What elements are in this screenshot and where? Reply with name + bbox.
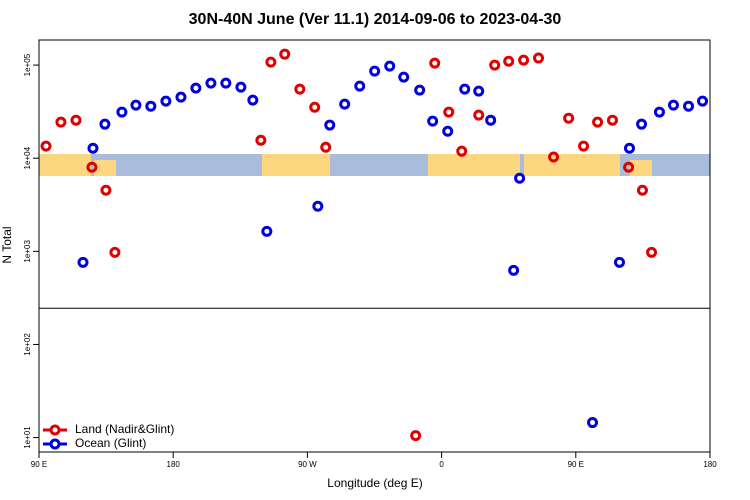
point [320, 141, 332, 153]
point [109, 246, 121, 258]
point [613, 256, 625, 268]
point [235, 81, 247, 93]
point [130, 99, 142, 111]
point [87, 142, 99, 154]
point [100, 184, 112, 196]
x-tick-label: 90 E [568, 460, 584, 469]
point [489, 59, 501, 71]
y-axis-label: N Total [0, 226, 14, 263]
point [265, 56, 277, 68]
point [220, 77, 232, 89]
point [606, 114, 618, 126]
point [548, 151, 560, 163]
point [623, 161, 635, 173]
point [485, 114, 497, 126]
point [587, 417, 599, 429]
point [77, 256, 89, 268]
point [429, 57, 441, 69]
y-tick-label: 1e+05 [23, 53, 32, 76]
point [667, 99, 679, 111]
point [384, 60, 396, 72]
point [70, 114, 82, 126]
point [324, 119, 336, 131]
point [40, 140, 52, 152]
point [339, 98, 351, 110]
y-tick-label: 1e+01 [23, 426, 32, 449]
legend-label: Land (Nadir&Glint) [75, 422, 174, 436]
point [533, 52, 545, 64]
y-tick-label: 1e+03 [23, 240, 32, 263]
point [473, 85, 485, 97]
point [636, 184, 648, 196]
x-tick-label: 180 [703, 460, 717, 469]
legend-marker [49, 438, 61, 450]
plot-frame [38, 39, 711, 453]
x-tick-label: 0 [439, 460, 444, 469]
point [175, 91, 187, 103]
point [646, 246, 658, 258]
point [312, 200, 324, 212]
point [86, 161, 98, 173]
point [99, 118, 111, 130]
point [623, 142, 635, 154]
legend-label: Ocean (Glint) [75, 436, 146, 450]
y-tick-label: 1e+02 [23, 333, 32, 356]
point [369, 65, 381, 77]
point [508, 264, 520, 276]
point [160, 95, 172, 107]
x-tick-label: 180 [167, 460, 181, 469]
point [683, 100, 695, 112]
point [205, 77, 217, 89]
point [459, 83, 471, 95]
point [294, 83, 306, 95]
point [518, 54, 530, 66]
point [592, 116, 604, 128]
map-band [39, 154, 710, 176]
point [456, 145, 468, 157]
point [636, 118, 648, 130]
point [398, 71, 410, 83]
point [354, 80, 366, 92]
x-tick-label: 90 W [298, 460, 317, 469]
point [514, 172, 526, 184]
y-tick-label: 1e+04 [23, 146, 32, 169]
point [414, 84, 426, 96]
point [55, 116, 67, 128]
x-axis-label: Longitude (deg E) [327, 476, 422, 490]
point [279, 48, 291, 60]
point [578, 140, 590, 152]
point [443, 106, 455, 118]
point [190, 82, 202, 94]
point [473, 109, 485, 121]
point [116, 106, 128, 118]
x-tick-label: 90 E [31, 460, 47, 469]
point [247, 94, 259, 106]
point [653, 106, 665, 118]
point [503, 55, 515, 67]
point [261, 225, 273, 237]
point [697, 95, 709, 107]
point [309, 101, 321, 113]
chart-title: 30N-40N June (Ver 11.1) 2014-09-06 to 20… [189, 11, 562, 28]
point [427, 115, 439, 127]
point [563, 112, 575, 124]
point [442, 125, 454, 137]
point [410, 430, 422, 442]
legend-marker [49, 424, 61, 436]
point [255, 134, 267, 146]
point [145, 100, 157, 112]
